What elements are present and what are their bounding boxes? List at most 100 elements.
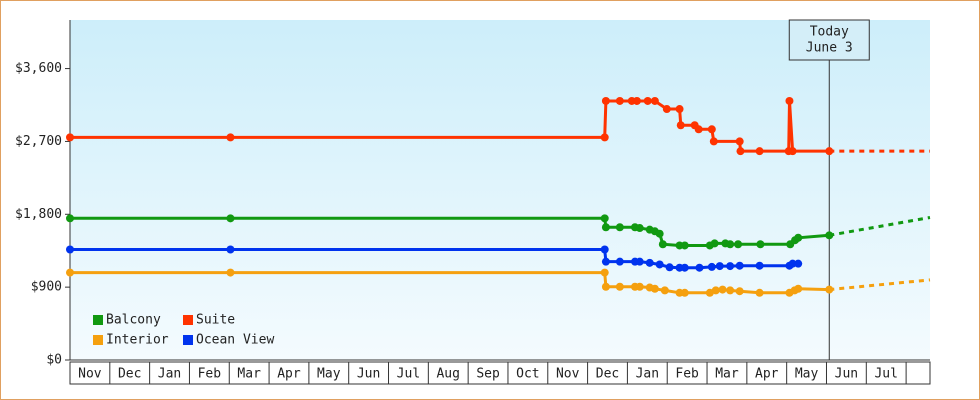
price-point: [635, 282, 644, 291]
price-point: [615, 282, 624, 291]
price-point: [615, 96, 624, 105]
legend-swatch: [183, 335, 193, 345]
price-point: [794, 259, 803, 268]
y-tick-label: $0: [46, 353, 62, 368]
price-point: [715, 262, 724, 271]
price-point: [635, 224, 644, 233]
price-point: [226, 245, 235, 254]
price-point: [601, 96, 610, 105]
price-point: [600, 245, 609, 254]
x-tick-label: Dec: [118, 367, 141, 382]
price-point: [650, 284, 659, 293]
price-point: [635, 257, 644, 266]
y-tick-label: $900: [31, 280, 62, 295]
price-point: [734, 240, 743, 249]
price-point: [736, 147, 745, 156]
price-point: [600, 268, 609, 277]
price-point: [601, 257, 610, 266]
legend-swatch: [93, 315, 103, 325]
price-point: [615, 223, 624, 232]
x-tick-label: Jan: [636, 367, 659, 382]
price-point: [710, 239, 719, 248]
price-point: [66, 214, 74, 223]
x-tick-label: Apr: [755, 367, 779, 382]
x-tick-label: May: [317, 367, 341, 382]
x-tick-label: Dec: [596, 367, 619, 382]
price-point: [785, 96, 794, 105]
price-point: [600, 133, 609, 142]
price-point: [755, 261, 764, 270]
x-tick-label: Jan: [158, 367, 181, 382]
x-tick-label: Nov: [78, 367, 102, 382]
price-point: [680, 263, 689, 272]
price-point: [643, 96, 652, 105]
x-tick-label: May: [795, 367, 819, 382]
price-point: [662, 105, 671, 114]
x-tick-label: Jun: [835, 367, 858, 382]
price-point: [794, 284, 803, 293]
x-tick-label: Oct: [516, 367, 539, 382]
legend-label: Suite: [196, 313, 235, 328]
x-tick-label: Nov: [556, 367, 580, 382]
x-tick-label: Mar: [715, 367, 739, 382]
price-point: [825, 285, 834, 294]
price-point: [66, 245, 74, 254]
price-point: [601, 223, 610, 232]
price-point: [726, 240, 735, 249]
price-point: [726, 262, 735, 271]
price-point: [825, 147, 834, 156]
price-point: [709, 137, 718, 146]
price-point: [707, 262, 716, 271]
price-point: [707, 125, 716, 134]
price-point: [718, 285, 727, 294]
x-tick-label: Jul: [874, 367, 897, 382]
projection-line: [829, 278, 931, 292]
x-tick-label: Feb: [675, 367, 699, 382]
price-point: [600, 214, 609, 223]
today-label: Today: [810, 25, 849, 40]
price-point: [825, 231, 834, 240]
x-tick-label: Mar: [237, 367, 261, 382]
price-point: [755, 147, 764, 156]
price-point: [632, 96, 641, 105]
month-strip: [69, 361, 931, 385]
price-point: [676, 121, 685, 130]
x-tick-label: Sep: [476, 367, 500, 382]
plot-area: [70, 20, 930, 360]
x-tick-label: Feb: [198, 367, 222, 382]
price-point: [66, 133, 74, 142]
x-tick-label: Jun: [357, 367, 380, 382]
x-tick-label: Aug: [436, 367, 459, 382]
price-point: [660, 286, 669, 295]
today-label: June 3: [806, 41, 853, 56]
price-point: [726, 286, 735, 295]
legend-label: Ocean View: [196, 333, 274, 348]
price-point: [788, 259, 797, 268]
price-point: [66, 268, 74, 277]
today-box: [788, 19, 870, 61]
price-point: [788, 147, 797, 156]
price-point: [655, 260, 664, 269]
price-point: [756, 240, 765, 249]
legend-label: Balcony: [106, 313, 161, 328]
legend-swatch: [93, 335, 103, 345]
price-point: [735, 137, 744, 146]
y-tick-label: $3,600: [15, 61, 62, 76]
legend-label: Interior: [106, 333, 169, 348]
price-point: [615, 257, 624, 266]
price-point: [694, 125, 703, 134]
legend-swatch: [183, 315, 193, 325]
price-point: [755, 288, 764, 297]
y-tick-label: $1,800: [15, 207, 62, 222]
price-point: [680, 288, 689, 297]
price-point: [735, 261, 744, 270]
y-tick-label: $2,700: [15, 134, 62, 149]
x-tick-label: Jul: [397, 367, 420, 382]
projection-line: [829, 216, 931, 237]
price-point: [645, 258, 654, 267]
price-point: [601, 282, 610, 291]
price-point: [735, 287, 744, 296]
price-point: [650, 96, 659, 105]
price-point: [226, 214, 235, 223]
